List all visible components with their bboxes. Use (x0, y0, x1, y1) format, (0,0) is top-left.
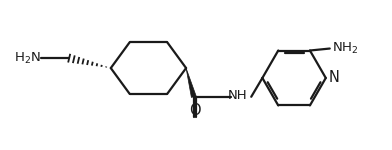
Text: O: O (189, 103, 201, 118)
Text: NH: NH (228, 89, 247, 102)
Text: NH$_2$: NH$_2$ (332, 41, 358, 56)
Text: N: N (329, 70, 339, 86)
Polygon shape (186, 68, 196, 97)
Text: H$_2$N: H$_2$N (14, 51, 40, 66)
